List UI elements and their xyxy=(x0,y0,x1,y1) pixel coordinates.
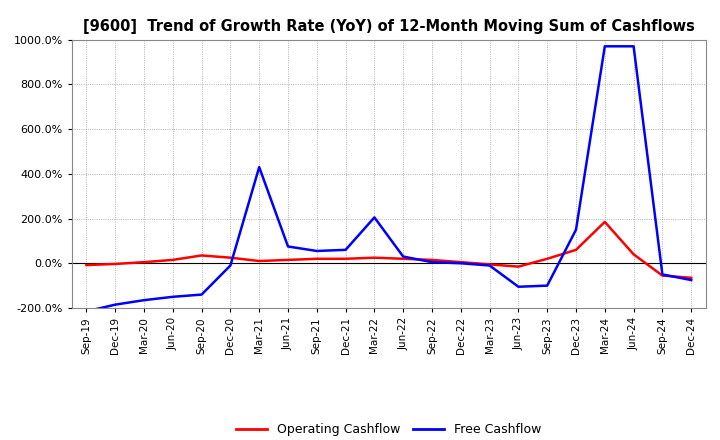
Title: [9600]  Trend of Growth Rate (YoY) of 12-Month Moving Sum of Cashflows: [9600] Trend of Growth Rate (YoY) of 12-… xyxy=(83,19,695,34)
Legend: Operating Cashflow, Free Cashflow: Operating Cashflow, Free Cashflow xyxy=(231,418,546,440)
